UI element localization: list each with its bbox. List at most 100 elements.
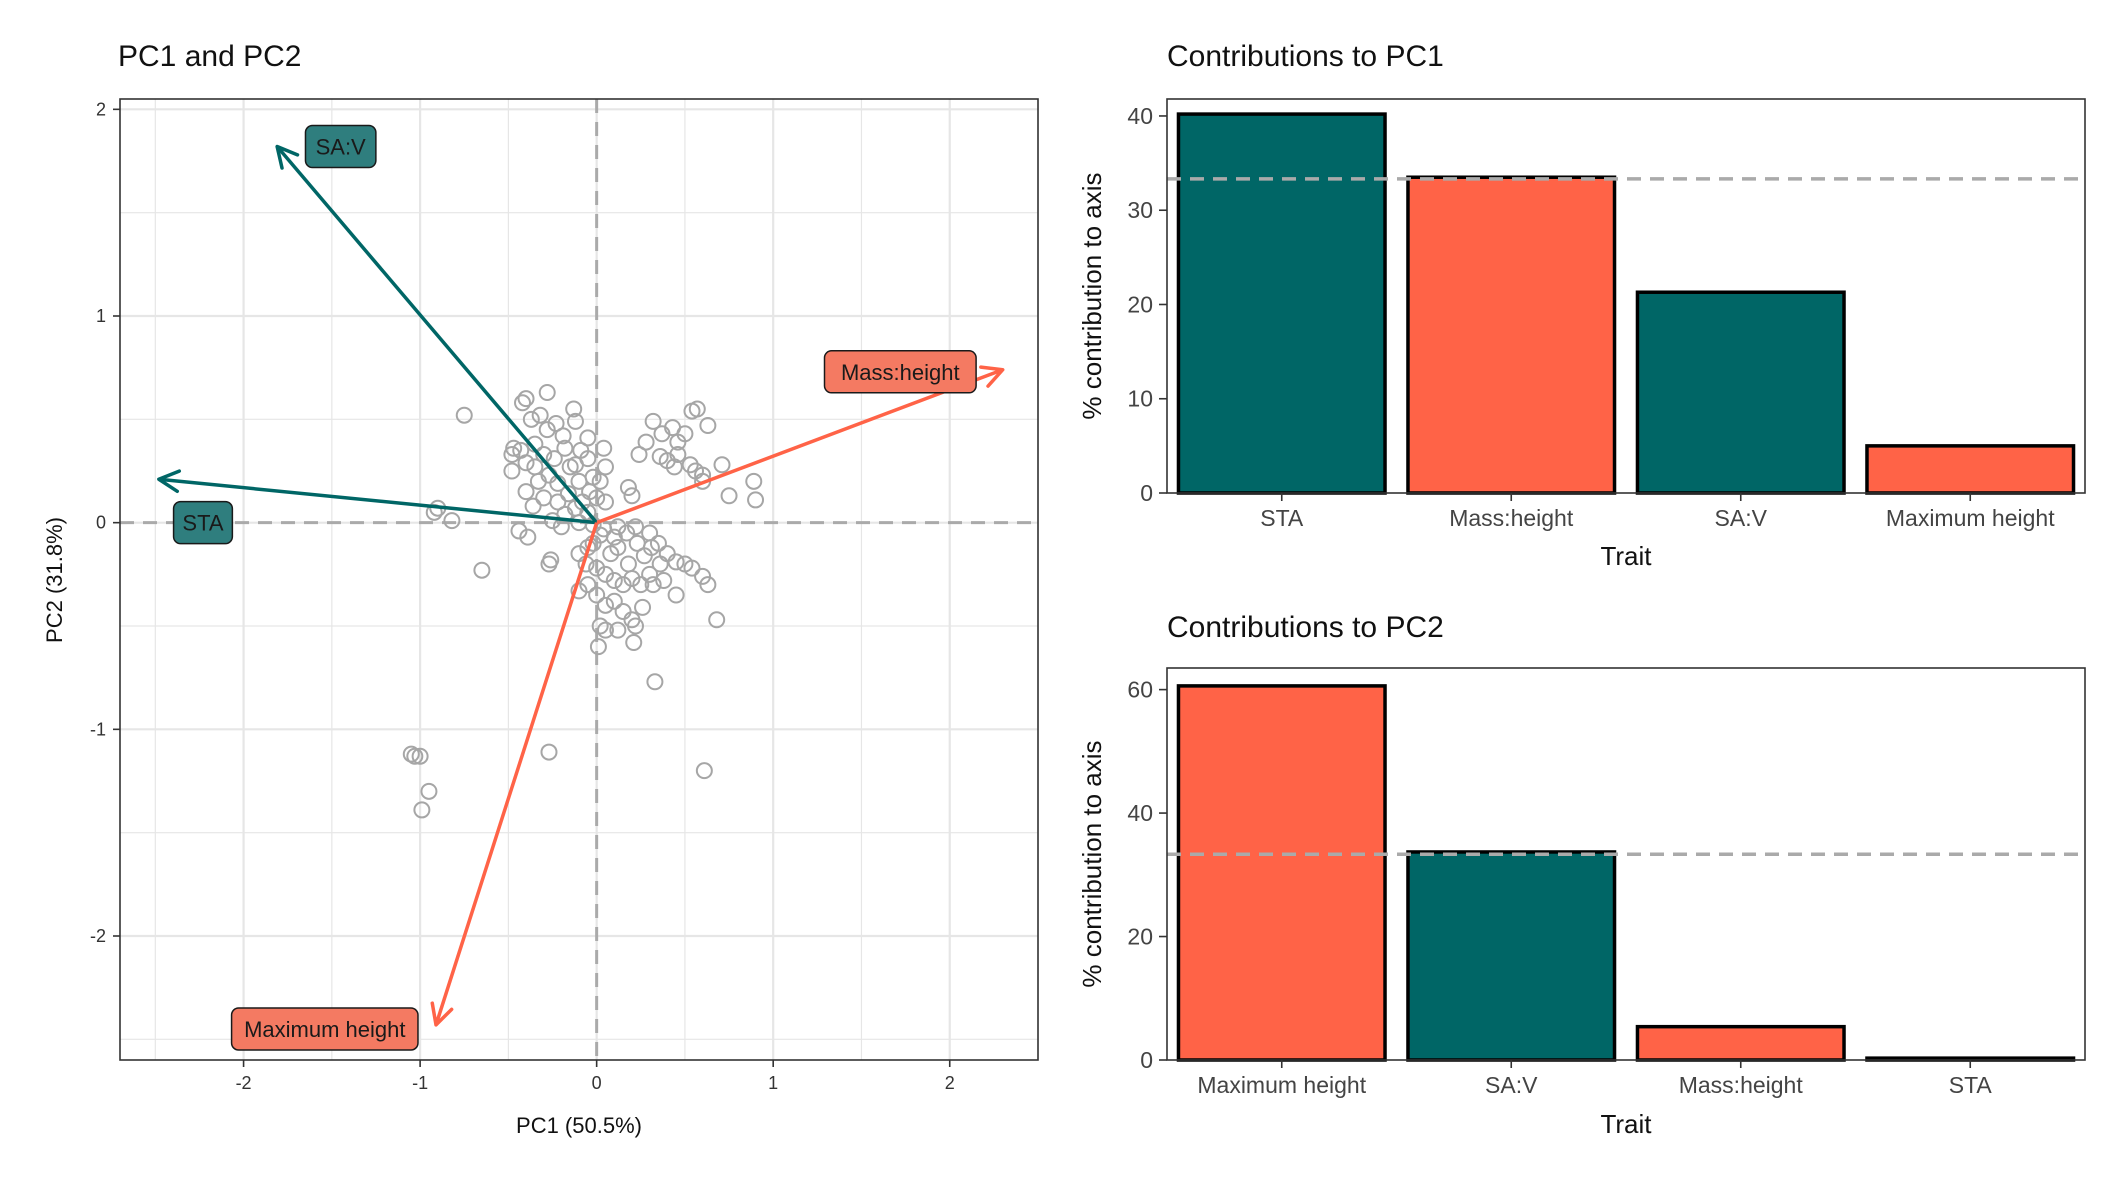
- data-point: [667, 553, 685, 571]
- data-point: [579, 576, 597, 594]
- y-tick-label: 10: [1127, 386, 1153, 412]
- data-point: [596, 565, 614, 583]
- data-point: [641, 565, 659, 583]
- data-point: [637, 433, 655, 451]
- data-point: [406, 747, 424, 765]
- data-point: [632, 576, 650, 594]
- data-point: [531, 406, 549, 424]
- loading-label-box: [304, 124, 377, 169]
- data-point: [540, 555, 558, 573]
- biplot-title: PC1 and PC2: [118, 40, 301, 73]
- pc2-frame: [1166, 667, 2086, 1061]
- data-point: [420, 782, 438, 800]
- biplot-x-axis-title: PC1 (50.5%): [516, 1113, 642, 1138]
- data-point: [644, 412, 662, 430]
- pc1-y-axis-title: % contribution to axis: [1077, 172, 1107, 419]
- x-tick-label: -1: [412, 1073, 428, 1093]
- pc1-chart-title: Contributions to PC1: [1167, 40, 1444, 73]
- loading-label-box: [230, 1007, 419, 1051]
- data-point: [625, 634, 643, 652]
- data-point: [605, 592, 623, 610]
- y-tick-label: 20: [1127, 924, 1153, 950]
- data-point: [646, 673, 664, 691]
- data-point: [514, 394, 532, 412]
- data-point: [411, 747, 429, 765]
- data-point: [455, 406, 473, 424]
- pca-biplot: PC1 and PC2 SA:V Mass:height STA Maximum he…: [42, 40, 1039, 1138]
- x-tick-label: STA: [1260, 505, 1304, 531]
- y-tick-label: 0: [96, 513, 106, 533]
- data-point: [618, 524, 636, 542]
- data-point: [556, 439, 574, 457]
- loading-arrow-line: [275, 145, 598, 524]
- data-point: [566, 412, 584, 430]
- data-point: [538, 383, 556, 401]
- y-tick-label: 20: [1127, 291, 1153, 317]
- data-point: [579, 450, 597, 468]
- pc1-y-ticks: 0 10 20 30 40: [1127, 103, 1167, 506]
- y-tick-label: -1: [90, 719, 106, 739]
- y-tick-label: 40: [1127, 800, 1153, 826]
- data-point: [584, 468, 602, 486]
- contribution-bar: [1635, 290, 1846, 495]
- data-point: [619, 479, 637, 497]
- data-point: [609, 621, 627, 639]
- data-point: [634, 598, 652, 616]
- biplot-y-ticks: 2 1 0 -1 -2: [90, 99, 120, 946]
- y-tick-label: 1: [96, 306, 106, 326]
- pc2-x-ticks: Maximum height SA:V Mass:height STA: [1197, 1060, 1992, 1098]
- data-point: [609, 538, 627, 556]
- data-point: [665, 458, 683, 476]
- x-tick-label: SA:V: [1485, 1072, 1538, 1098]
- data-point: [605, 572, 623, 590]
- arrowhead-icon: [157, 469, 182, 494]
- biplot-frame: [119, 98, 1039, 1061]
- biplot-x-ticks: -2 -1 0 1 2: [236, 1060, 955, 1093]
- biplot-y-axis-title: PC2 (31.8%): [42, 517, 67, 643]
- pc1-x-axis-title: Trait: [1600, 541, 1652, 571]
- data-point: [524, 497, 542, 515]
- data-point: [651, 555, 669, 573]
- data-point: [694, 567, 712, 585]
- data-point: [614, 603, 632, 621]
- x-tick-label: Mass:height: [1449, 505, 1574, 531]
- data-point: [589, 638, 607, 656]
- biplot-points: [402, 383, 765, 819]
- data-point: [708, 611, 726, 629]
- y-tick-label: 0: [1140, 480, 1153, 506]
- y-tick-label: 30: [1127, 197, 1153, 223]
- pc2-x-axis-title: Trait: [1600, 1109, 1652, 1139]
- x-tick-label: SA:V: [1715, 505, 1768, 531]
- data-point: [745, 472, 763, 490]
- x-tick-label: 2: [945, 1073, 955, 1093]
- data-point: [595, 439, 613, 457]
- y-tick-label: 40: [1127, 103, 1153, 129]
- loading-label: SA:V: [316, 135, 366, 160]
- pc1-contribution-chart: Contributions to PC1 0 10 20 30 40 STA Mass:h…: [1077, 40, 2086, 571]
- data-point: [529, 472, 547, 490]
- x-tick-label: Maximum height: [1197, 1072, 1366, 1098]
- biplot-reference-lines: [120, 99, 1038, 1060]
- data-point: [547, 414, 565, 432]
- x-tick-label: Mass:height: [1679, 1072, 1804, 1098]
- data-point: [669, 445, 687, 463]
- y-tick-label: 2: [96, 99, 106, 119]
- data-point: [574, 493, 592, 511]
- data-point: [667, 586, 685, 604]
- data-point: [596, 621, 614, 639]
- loading-label-box: [172, 500, 234, 545]
- arrowhead-icon: [430, 1001, 454, 1027]
- loading-label-box: [823, 350, 977, 394]
- x-tick-label: -2: [236, 1073, 252, 1093]
- contribution-bar: [1635, 1024, 1846, 1062]
- data-point: [699, 576, 717, 594]
- biplot-arrows: SA:V Mass:height STA Maximum height: [157, 124, 1005, 1051]
- data-point: [517, 454, 535, 472]
- data-point: [626, 617, 644, 635]
- data-point: [588, 559, 606, 577]
- data-point: [630, 445, 648, 463]
- pc2-y-ticks: 0 20 40 60: [1127, 677, 1167, 1073]
- data-point: [614, 576, 632, 594]
- loading-arrow-line: [434, 522, 599, 1026]
- data-point: [747, 491, 765, 509]
